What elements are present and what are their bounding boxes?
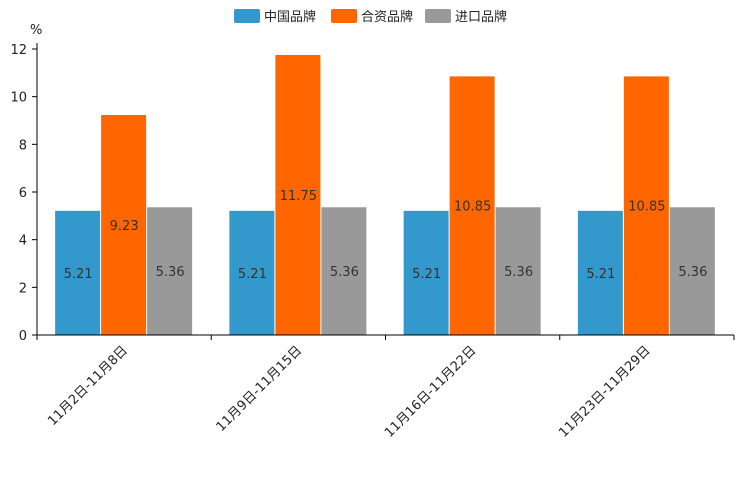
y-tick-label: 6 xyxy=(19,186,27,201)
y-tick-label: 8 xyxy=(19,138,27,153)
legend: 中国品牌 合资品牌 进口品牌 xyxy=(234,9,507,25)
y-axis-unit-label: % xyxy=(30,23,42,38)
y-axis: 0 2 4 6 8 10 12 xyxy=(10,43,38,344)
bar-value-label: 5.36 xyxy=(504,265,533,280)
bar-value-label: 9.23 xyxy=(110,219,139,234)
x-tick-label: 11月23日-11月29日 xyxy=(556,343,653,440)
bar-value-label: 11.75 xyxy=(280,189,317,204)
bar xyxy=(101,115,147,335)
y-tick-label: 10 xyxy=(10,91,27,106)
legend-swatch xyxy=(331,9,357,23)
x-tick-label: 11月16日-11月22日 xyxy=(382,343,479,440)
bar-value-label: 10.85 xyxy=(454,200,491,215)
bar xyxy=(147,207,193,335)
bar xyxy=(403,210,449,335)
x-axis: 11月2日-11月8日 11月9日-11月15日 11月16日-11月22日 11月2… xyxy=(36,334,735,441)
bar-value-label: 5.36 xyxy=(330,265,359,280)
y-tick-label: 4 xyxy=(19,234,27,249)
y-tick-label: 0 xyxy=(19,329,27,344)
bar-value-label: 10.85 xyxy=(628,200,665,215)
bar xyxy=(229,210,275,335)
bar-value-label: 5.21 xyxy=(412,267,441,282)
bar-value-label: 5.21 xyxy=(64,267,93,282)
legend-swatch xyxy=(234,9,260,23)
legend-label: 中国品牌 xyxy=(264,9,316,25)
bar xyxy=(275,54,321,335)
x-tick-label: 11月9日-11月15日 xyxy=(214,343,306,435)
bar xyxy=(623,76,669,336)
bar-value-label: 5.36 xyxy=(156,265,185,280)
x-tick-label: 11月2日-11月8日 xyxy=(45,343,131,429)
y-tick-label: 12 xyxy=(10,43,27,58)
bar xyxy=(55,210,101,335)
bar xyxy=(495,207,541,335)
legend-label: 进口品牌 xyxy=(455,9,507,25)
bar-value-label: 5.36 xyxy=(678,265,707,280)
y-tick-label: 2 xyxy=(19,281,27,296)
legend-swatch xyxy=(425,9,451,23)
bar xyxy=(669,207,715,335)
bar-value-label: 5.21 xyxy=(238,267,267,282)
legend-label: 合资品牌 xyxy=(361,9,413,25)
bar xyxy=(321,207,367,335)
bar xyxy=(577,210,623,335)
bar-value-label: 5.21 xyxy=(586,267,615,282)
bar xyxy=(449,76,495,336)
bars: 5.21 9.23 5.36 5.21 11.75 5.36 5.21 10.85 5.36 5.… xyxy=(55,54,715,336)
